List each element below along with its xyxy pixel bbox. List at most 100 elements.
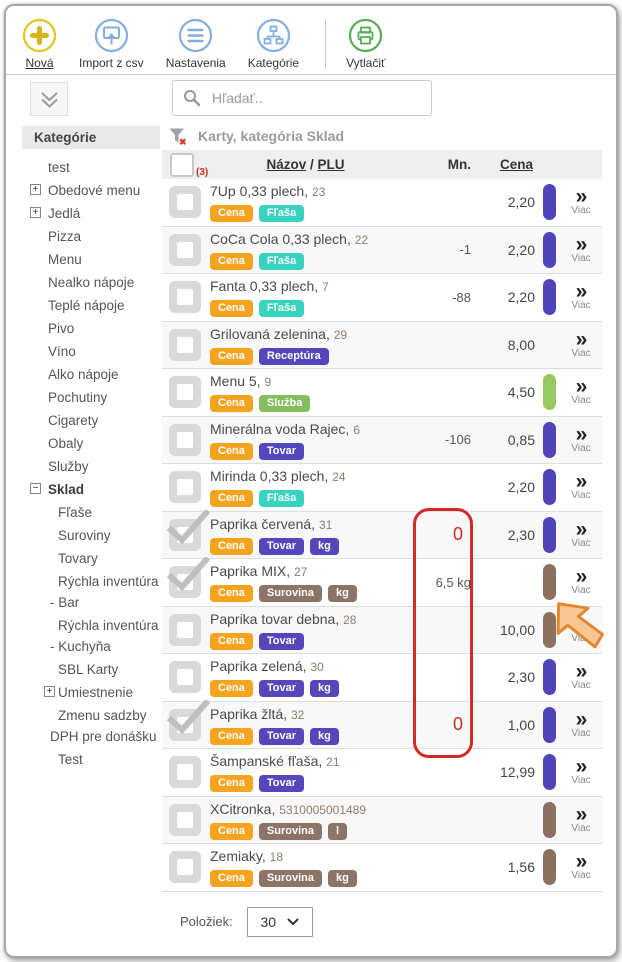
table-row[interactable]: Zemiaky, 18 Cena Surovina kg 1,56 » Viac (162, 844, 602, 892)
sidebar-item[interactable]: + Obedové menu (22, 179, 160, 202)
sort-by-price[interactable]: Cena (499, 157, 533, 172)
more-button[interactable]: » Viac (556, 424, 602, 454)
sidebar-item[interactable]: test (22, 156, 160, 179)
page-size-select[interactable]: 30 (246, 906, 313, 937)
row-checkbox[interactable] (169, 661, 201, 694)
sidebar-item[interactable]: Fľaše (22, 501, 160, 524)
sidebar-item[interactable]: Test (22, 748, 160, 771)
expand-node-icon[interactable]: + (30, 184, 41, 195)
sidebar-item[interactable]: Víno (22, 340, 160, 363)
sidebar-item[interactable]: Menu (22, 248, 160, 271)
sidebar-item[interactable]: Alko nápoje (22, 363, 160, 386)
sidebar-item[interactable]: Obaly (22, 432, 160, 455)
sidebar-collapse-button[interactable] (30, 82, 68, 116)
more-button[interactable]: » Viac (556, 280, 602, 311)
row-checkbox[interactable] (169, 281, 201, 314)
table-row[interactable]: Paprika zelená, 30 Cena Tovar kg 2,30 » Vi… (162, 654, 602, 702)
more-button[interactable]: » Viac (556, 756, 602, 786)
sidebar-item[interactable]: + Jedlá (22, 202, 160, 225)
row-checkbox[interactable] (167, 557, 211, 599)
sidebar-item[interactable]: Nealko nápoje (22, 271, 160, 294)
table-row[interactable]: 7Up 0,33 plech, 23 Cena Fľaša 2,20 » Viac (162, 179, 602, 227)
more-button[interactable]: » Viac (556, 376, 602, 406)
more-button[interactable]: » Viac (556, 804, 602, 834)
sidebar-item[interactable]: + Umiestnenie (22, 681, 160, 704)
more-button[interactable]: » Viac (556, 186, 602, 216)
expand-node-icon[interactable]: + (44, 686, 55, 697)
row-checkbox[interactable] (169, 471, 201, 504)
table-row[interactable]: Grilovaná zelenina, 29 Cena Receptúra 8,0… (162, 321, 602, 369)
quantity-value: 0 (452, 524, 463, 545)
more-label: Viac (571, 490, 591, 502)
table-row[interactable]: CoCa Cola 0,33 plech, 22 Cena Fľaša -1 2,… (162, 226, 602, 274)
sidebar-item[interactable]: Rýchla inventúra - Kuchyňa (22, 614, 160, 658)
sidebar-item[interactable]: Pochutiny (22, 386, 160, 409)
row-checkbox[interactable] (167, 699, 211, 741)
table-row[interactable]: Fanta 0,33 plech, 7 Cena Fľaša -88 2,20 »… (162, 274, 602, 322)
sidebar-item[interactable]: SBL Karty (22, 658, 160, 681)
row-checkbox[interactable] (169, 851, 201, 884)
sort-by-plu[interactable]: PLU (317, 157, 345, 172)
table-row[interactable]: Paprika MIX, 27 Cena Surovina kg 6,5 kg » … (162, 557, 602, 607)
more-button[interactable]: » Viac (556, 612, 602, 644)
row-checkbox[interactable] (169, 376, 201, 409)
sidebar-item[interactable]: Cigarety (22, 409, 160, 432)
more-button[interactable]: » Viac (556, 471, 602, 502)
sidebar-item[interactable]: Rýchla inventúra - Bar (22, 570, 160, 614)
table-row[interactable]: Menu 5, 9 Cena Služba 4,50 » Viac (162, 369, 602, 417)
more-button[interactable]: » Viac (556, 519, 602, 549)
sidebar-item[interactable]: − Sklad (22, 478, 160, 501)
toolbar-item-categories[interactable]: Kategórie (248, 18, 299, 70)
checkbox-inner (177, 194, 193, 211)
double-chevron-right-icon: » (575, 280, 588, 304)
sort-by-name[interactable]: Názov (266, 157, 307, 172)
price-value: 2,20 (507, 194, 535, 211)
row-checkbox[interactable] (169, 756, 201, 789)
row-checkbox[interactable] (169, 613, 201, 646)
collapse-node-icon[interactable]: − (30, 483, 41, 494)
tag-receptúra: Receptúra (258, 347, 329, 365)
table-row[interactable]: Mirinda 0,33 plech, 24 Cena Fľaša 2,20 » … (162, 464, 602, 512)
table-row[interactable]: XCitronka, 5310005001489 Cena Surovina l »… (162, 796, 602, 844)
table-row[interactable]: Šampanské fľaša, 21 Cena Tovar 12,99 » Vi… (162, 749, 602, 797)
price-value: 12,99 (499, 764, 535, 781)
row-checkbox[interactable] (169, 423, 201, 456)
search-input[interactable] (210, 89, 421, 107)
toolbar-item-new[interactable]: Nová (22, 18, 57, 70)
toolbar-item-label: Nastavenia (165, 56, 226, 70)
table-row[interactable]: Paprika žltá, 32 Cena Tovar kg 0 1,00 » Vi… (162, 699, 602, 749)
more-button[interactable]: » Viac (556, 234, 602, 264)
more-button[interactable]: » Viac (556, 566, 602, 596)
expand-node-icon[interactable]: + (30, 207, 41, 218)
toolbar-item-print[interactable]: Vytlačiť (346, 18, 386, 70)
sidebar-item-label: Obaly (48, 436, 84, 451)
row-checkbox[interactable] (169, 186, 201, 219)
sidebar-item[interactable]: Služby (22, 455, 160, 478)
price-value: 4,50 (507, 384, 535, 401)
row-checkbox[interactable] (167, 509, 211, 551)
sidebar-item[interactable]: Zmenu sadzby DPH pre donášku (22, 704, 160, 748)
table-row[interactable]: Minerálna voda Rajec, 6 Cena Tovar -106 0… (162, 416, 602, 464)
more-button[interactable]: » Viac (556, 709, 602, 739)
more-button[interactable]: » Viac (556, 329, 602, 359)
table-row[interactable]: Paprika červená, 31 Cena Tovar kg 0 2,30 »… (162, 509, 602, 559)
toolbar-item-settings[interactable]: Nastavenia (166, 18, 226, 70)
filter-clear-icon[interactable] (168, 127, 187, 146)
select-all-checkbox[interactable] (170, 153, 194, 177)
row-checkbox[interactable] (169, 803, 201, 836)
more-button[interactable]: » Viac (556, 851, 602, 881)
toolbar-item-import-csv[interactable]: Import z csv (79, 18, 144, 70)
sidebar-item[interactable]: Suroviny (22, 524, 160, 547)
row-checkbox[interactable] (169, 233, 201, 266)
more-button[interactable]: » Viac (556, 661, 602, 691)
sidebar-item[interactable]: Pizza (22, 225, 160, 248)
row-checkbox[interactable] (169, 328, 201, 361)
table-row[interactable]: Paprika tovar debna, 28 Cena Tovar 10,00 … (162, 606, 602, 654)
table-footer: Položiek: 30 (162, 906, 602, 937)
tag-cena: Cena (210, 490, 253, 508)
category-color-bar (543, 849, 556, 886)
sidebar-item[interactable]: Pivo (22, 317, 160, 340)
sidebar-item[interactable]: Teplé nápoje (22, 294, 160, 317)
sidebar-item[interactable]: Tovary (22, 547, 160, 570)
double-chevron-right-icon: » (575, 612, 588, 636)
